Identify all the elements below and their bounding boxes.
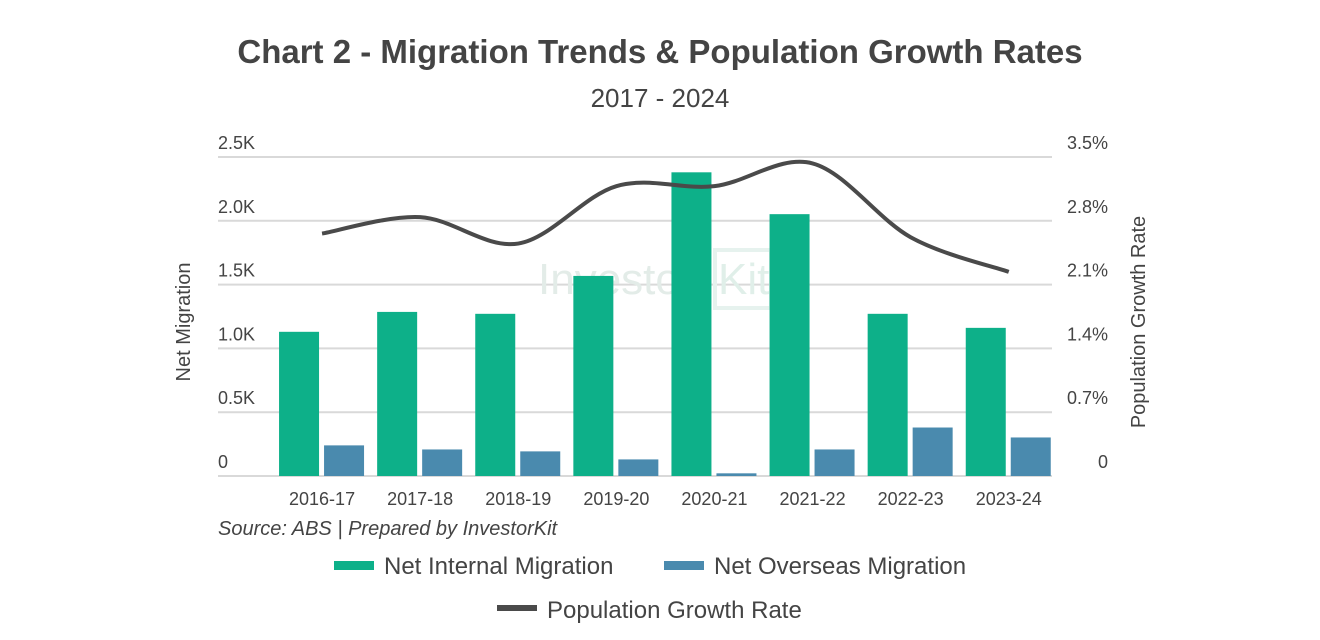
legend-label-growth: Population Growth Rate (547, 597, 802, 624)
bar-net-overseas (422, 449, 463, 476)
y2-tick-label: 0.7% (1067, 388, 1108, 408)
y2-tick-label: 1.4% (1067, 324, 1108, 344)
x-tick-label: 2016-17 (289, 489, 355, 509)
bar-net-overseas (716, 473, 757, 476)
legend-label-overseas: Net Overseas Migration (714, 553, 966, 580)
legend-swatch-overseas (664, 561, 704, 570)
bar-net-internal (671, 172, 712, 476)
y-tick-label: 2.5K (218, 133, 255, 153)
legend-swatch-internal (334, 561, 374, 570)
population-growth-line (321, 159, 1010, 274)
y2-tick-label: 2.8% (1067, 197, 1108, 217)
bar-net-overseas (618, 459, 659, 476)
y-tick-label: 0.5K (218, 388, 255, 408)
x-tick-label: 2022-23 (878, 489, 944, 509)
x-tick-label: 2020-21 (681, 489, 747, 509)
bar-net-internal (475, 313, 516, 476)
y2-tick-label: 2.1% (1067, 261, 1108, 281)
legend-swatch-growth (497, 605, 537, 611)
source-note: Source: ABS | Prepared by InvestorKit (218, 518, 559, 540)
y-tick-label: 1.0K (218, 324, 255, 344)
bar-net-internal (573, 275, 614, 476)
y2-tick-label: 0 (1098, 452, 1108, 472)
y-tick-label: 0 (218, 452, 228, 472)
legend: Net Internal Migration Net Overseas Migr… (334, 553, 966, 624)
chart-subtitle: 2017 - 2024 (591, 83, 730, 113)
bar-net-overseas (1010, 437, 1051, 476)
bar-net-internal (279, 331, 320, 476)
bar-net-internal (769, 214, 810, 476)
x-tick-label: 2021-22 (780, 489, 846, 509)
y-tick-label: 2.0K (218, 197, 255, 217)
x-tick-label: 2018-19 (485, 489, 551, 509)
bar-net-overseas (912, 427, 953, 476)
bar-net-internal (377, 311, 418, 476)
bar-net-overseas (324, 445, 365, 476)
svg-text:Kit: Kit (718, 255, 769, 304)
chart-title: Chart 2 - Migration Trends & Population … (237, 33, 1082, 70)
bar-net-overseas (520, 451, 561, 476)
y2-tick-label: 3.5% (1067, 133, 1108, 153)
y-axis-label: Net Migration (173, 263, 195, 382)
bar-net-internal (867, 313, 908, 476)
watermark-logo: Investor Kit (538, 248, 773, 310)
bar-net-overseas (814, 449, 855, 476)
x-tick-label: 2019-20 (583, 489, 649, 509)
x-tick-label: 2023-24 (976, 489, 1042, 509)
legend-label-internal: Net Internal Migration (384, 553, 613, 580)
y2-axis-label: Population Growth Rate (1128, 216, 1150, 428)
y-tick-label: 1.5K (218, 261, 255, 281)
svg-text:Investor: Investor (538, 255, 695, 304)
x-tick-label: 2017-18 (387, 489, 453, 509)
bar-net-internal (965, 327, 1006, 476)
